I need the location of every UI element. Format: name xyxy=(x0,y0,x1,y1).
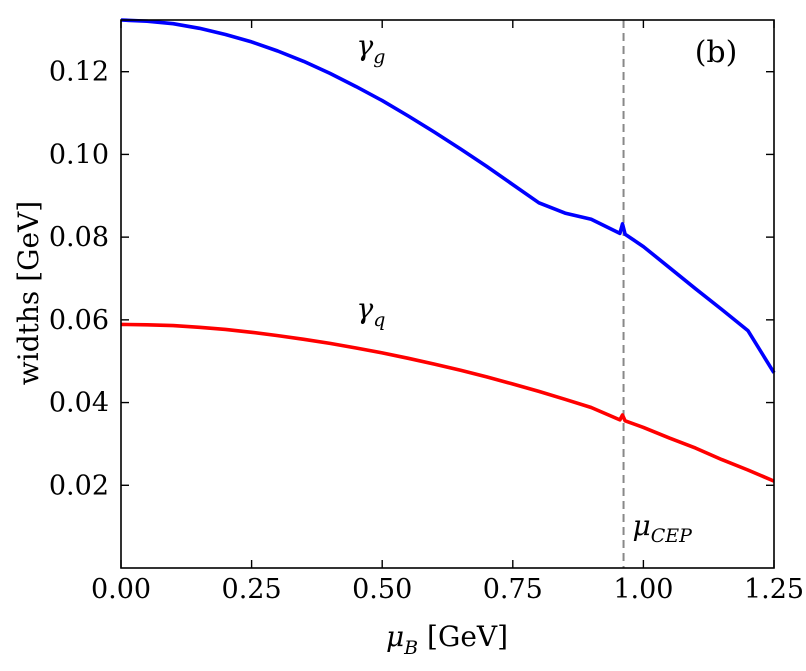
series-label-q: γq xyxy=(357,292,386,331)
x-axis-title: μB [GeV] xyxy=(386,620,508,659)
x-axis-title-unit: [GeV] xyxy=(418,620,508,653)
series-label-q-symbol: γ xyxy=(357,292,374,325)
series-line-q xyxy=(120,322,775,483)
y-tick-label-1: 0.04 xyxy=(49,388,109,419)
x-tick-label-5: 1.25 xyxy=(744,574,804,605)
axes-layer: 0.00 0.25 0.50 0.75 1.00 1.25 0.02 0.04 0.06 0.08… xyxy=(49,19,804,605)
cep-label: μCEP xyxy=(633,509,694,547)
cep-label-symbol: μ xyxy=(633,509,651,542)
x-tick-label-3: 0.75 xyxy=(483,574,543,605)
panel-label: (b) xyxy=(695,35,738,70)
x-tick-label-1: 0.25 xyxy=(222,574,282,605)
plot-frame xyxy=(120,19,775,569)
series-label-g: γg xyxy=(357,29,386,68)
y-tick-label-0: 0.02 xyxy=(49,470,109,501)
y-axis-title: widths [GeV] xyxy=(12,201,45,385)
cep-label-subscript: CEP xyxy=(651,525,693,547)
y-tick-label-2: 0.06 xyxy=(49,305,109,336)
y-tick-label-4: 0.10 xyxy=(49,139,109,170)
x-axis-title-symbol: μ xyxy=(386,620,404,653)
y-tick-label-3: 0.08 xyxy=(49,222,109,253)
series-label-q-subscript: q xyxy=(373,309,385,331)
series-label-g-symbol: γ xyxy=(357,29,374,62)
series-label-g-subscript: g xyxy=(373,46,385,68)
series-line-g xyxy=(120,18,776,374)
y-tick-label-5: 0.12 xyxy=(49,57,109,88)
x-tick-label-0: 0.00 xyxy=(91,574,151,605)
x-axis-title-subscript: B xyxy=(403,637,418,659)
x-tick-label-4: 1.00 xyxy=(613,574,673,605)
x-tick-label-2: 0.50 xyxy=(352,574,412,605)
